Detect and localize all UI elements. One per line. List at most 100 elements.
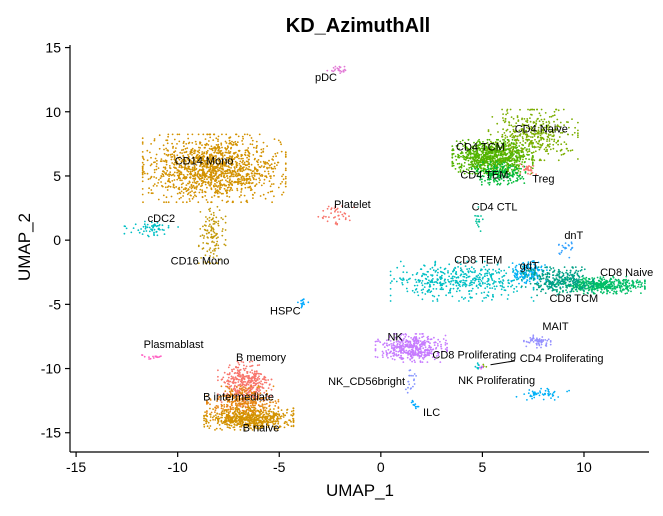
data-point [218, 147, 221, 150]
data-point [162, 166, 165, 169]
data-point [529, 143, 531, 145]
data-point [208, 176, 211, 178]
data-point [238, 363, 241, 366]
data-point [197, 176, 200, 179]
data-point [203, 235, 206, 237]
data-point [155, 177, 158, 179]
data-point [238, 373, 241, 375]
data-point [164, 186, 167, 189]
data-point [533, 159, 536, 162]
data-point [399, 260, 402, 263]
data-point [173, 166, 175, 169]
data-point [171, 162, 174, 164]
data-point [235, 151, 237, 154]
data-point [529, 173, 532, 176]
data-point [485, 296, 487, 299]
data-point [245, 375, 247, 378]
data-point [487, 129, 490, 131]
data-point [262, 419, 265, 422]
data-point [159, 228, 161, 231]
data-point [489, 273, 492, 276]
data-point [240, 153, 243, 156]
data-point [149, 357, 152, 360]
data-point [247, 408, 249, 411]
data-point [510, 134, 513, 136]
data-point [194, 181, 196, 184]
data-point [486, 283, 489, 286]
data-point [223, 392, 225, 395]
data-point [563, 152, 566, 155]
data-point [391, 280, 393, 283]
data-point [523, 182, 526, 185]
data-point [223, 243, 226, 246]
data-point [415, 281, 418, 283]
data-point [488, 183, 491, 186]
data-point [269, 185, 272, 188]
data-point [421, 280, 424, 282]
data-point [223, 170, 226, 173]
data-point [224, 215, 227, 218]
data-point [239, 420, 242, 423]
data-point [161, 224, 164, 227]
data-point [235, 365, 237, 368]
data-point [223, 176, 226, 179]
data-point [214, 147, 216, 150]
data-point [171, 156, 174, 158]
data-point [256, 364, 259, 367]
data-point [232, 379, 235, 382]
data-point [471, 163, 473, 166]
data-point [326, 207, 329, 210]
data-point [518, 160, 521, 163]
data-point [535, 141, 538, 143]
data-point [457, 171, 460, 173]
data-point [176, 174, 179, 177]
data-point [525, 138, 527, 141]
data-point [240, 201, 243, 204]
data-point [543, 159, 546, 162]
data-point [210, 158, 213, 160]
data-point [263, 178, 266, 181]
data-point [239, 174, 242, 177]
data-point [267, 172, 270, 175]
data-point [189, 152, 192, 154]
data-point [507, 285, 509, 288]
data-point [214, 183, 216, 185]
data-point [153, 138, 156, 140]
data-point [426, 282, 428, 285]
data-point [205, 216, 207, 218]
data-point [546, 140, 548, 143]
data-point [231, 189, 234, 192]
data-point [253, 416, 256, 419]
data-point [544, 112, 547, 114]
data-point [518, 167, 521, 170]
data-point [516, 135, 519, 138]
data-point [269, 415, 272, 418]
data-point [407, 278, 410, 281]
data-point [434, 260, 437, 263]
data-point [250, 137, 253, 139]
data-point [337, 211, 339, 213]
data-point [512, 180, 515, 183]
data-point [469, 270, 472, 272]
data-point [507, 279, 510, 282]
data-point [465, 155, 468, 158]
data-point [245, 392, 248, 395]
data-point [339, 70, 342, 72]
data-point [221, 412, 223, 415]
data-point [510, 124, 513, 127]
data-point [223, 404, 226, 406]
data-point [284, 175, 287, 178]
data-point [456, 163, 459, 165]
data-point [251, 172, 253, 175]
data-point [245, 177, 248, 180]
data-point [553, 114, 556, 117]
data-point [520, 177, 522, 180]
data-point [517, 151, 520, 154]
data-point [478, 276, 481, 279]
data-point [265, 407, 268, 409]
data-point [236, 141, 239, 144]
data-point [226, 422, 228, 425]
data-point [455, 159, 458, 161]
data-point [471, 283, 473, 286]
data-point [256, 144, 258, 147]
